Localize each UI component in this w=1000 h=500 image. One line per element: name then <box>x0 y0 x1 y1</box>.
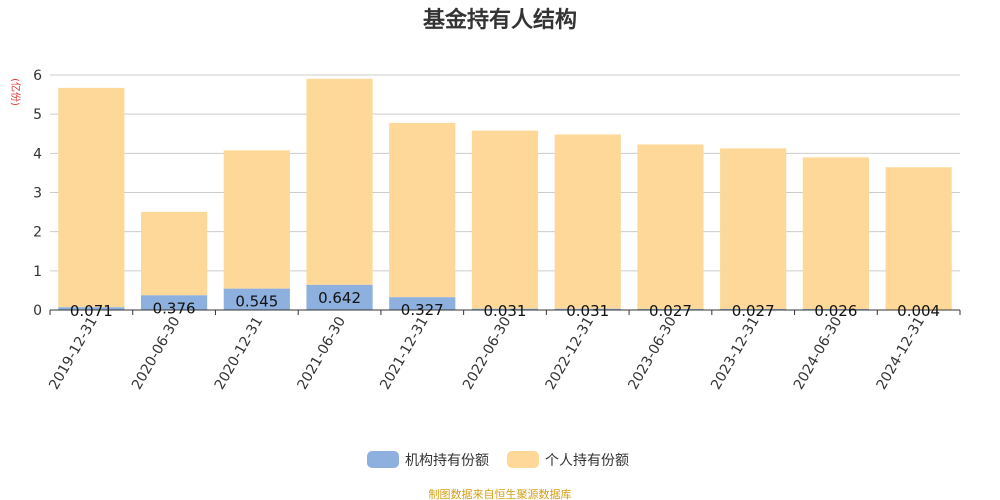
bar-chart: 0 1 2 3 4 5 6 (亿份) 2019-12-31 2020-06-30 2020-12-3… <box>9 68 961 469</box>
data-label: 0.031 <box>566 302 609 320</box>
chart-title: 基金持有人结构 <box>422 8 577 33</box>
y-tick-label: 0 <box>33 303 42 319</box>
data-label: 0.026 <box>814 302 857 320</box>
bar-individual-share <box>554 134 621 309</box>
bar-institution-share <box>802 308 869 310</box>
bar-individual-share <box>389 122 456 298</box>
y-tick-label: 6 <box>33 68 42 84</box>
x-tick-label: 2020-12-31 <box>212 314 267 392</box>
legend-label: 个人持有份额 <box>545 453 629 469</box>
data-label: 0.071 <box>70 302 113 320</box>
data-label: 0.642 <box>318 289 361 307</box>
bar-institution-share <box>389 297 456 310</box>
bar-individual-share <box>802 157 869 309</box>
x-tick-label: 2021-06-30 <box>294 314 349 392</box>
bar-institution-share <box>141 295 208 310</box>
legend-swatch <box>507 451 539 468</box>
y-tick-label: 3 <box>33 186 42 202</box>
x-tick-label: 2023-06-30 <box>625 314 680 392</box>
bar-individual-share <box>637 144 704 309</box>
bar-individual-share <box>58 87 125 308</box>
data-label: 0.027 <box>732 302 775 320</box>
bar-individual-share <box>141 211 208 296</box>
data-label: 0.545 <box>235 293 278 311</box>
x-tick-label: 2020-06-30 <box>129 314 184 392</box>
bar-individual-share <box>471 130 539 309</box>
data-label: 0.376 <box>153 299 196 317</box>
x-tick-label: 2023-12-31 <box>708 314 763 392</box>
y-tick-label: 4 <box>33 146 42 162</box>
y-tick-label: 2 <box>33 225 42 241</box>
bar-individual-share <box>720 148 787 309</box>
x-tick-label: 2024-12-31 <box>874 314 929 392</box>
x-tick-label: 2022-12-31 <box>543 314 598 392</box>
data-label: 0.004 <box>897 302 940 320</box>
bar-individual-share <box>885 167 952 310</box>
y-tick-label: 1 <box>33 264 42 280</box>
x-tick-label: 2024-06-30 <box>791 314 846 392</box>
data-label: 0.027 <box>649 302 692 320</box>
y-axis-label: (亿份) <box>9 78 22 106</box>
data-label: 0.327 <box>401 301 444 319</box>
source-note: 制图数据来自恒生聚源数据库 <box>428 488 572 500</box>
bar-institution-share <box>554 308 621 310</box>
legend-label: 机构持有份额 <box>405 453 489 469</box>
bar-institution-share <box>306 284 373 310</box>
legend-swatch <box>367 451 399 468</box>
bar-institution-share <box>471 308 539 310</box>
x-tick-label: 2021-12-31 <box>377 314 432 392</box>
bar-institution-share <box>720 308 787 310</box>
data-label: 0.031 <box>484 302 527 320</box>
bar-institution-share <box>637 308 704 310</box>
y-tick-label: 5 <box>33 107 42 123</box>
bar-institution-share <box>58 307 125 310</box>
x-tick-label: 2019-12-31 <box>46 314 101 392</box>
bar-individual-share <box>306 78 373 285</box>
bar-individual-share <box>223 150 290 289</box>
x-tick-label: 2022-06-30 <box>460 314 515 392</box>
bar-institution-share <box>223 288 290 310</box>
